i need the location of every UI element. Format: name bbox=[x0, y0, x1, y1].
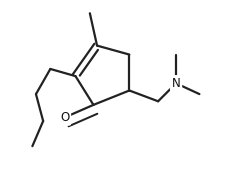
Text: O: O bbox=[60, 111, 69, 124]
Text: N: N bbox=[171, 77, 180, 90]
